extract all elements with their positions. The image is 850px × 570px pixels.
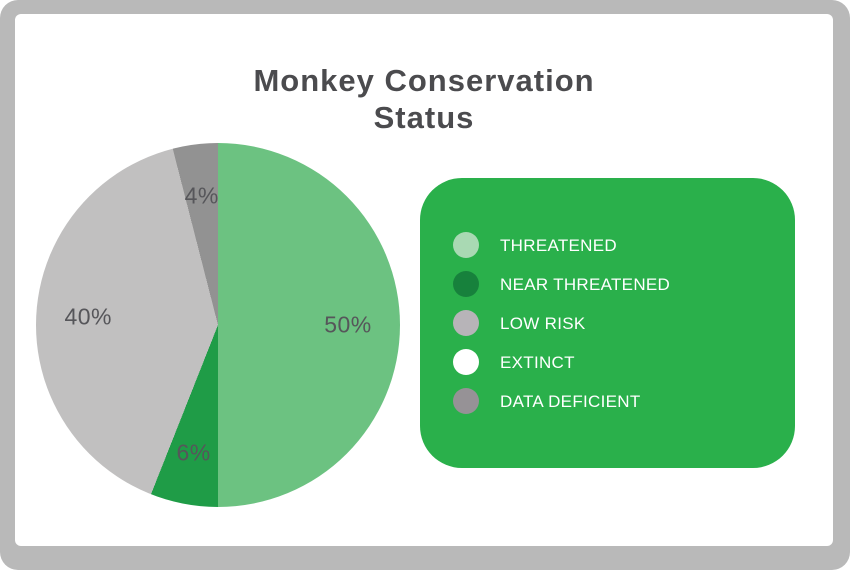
- legend-item-label: EXTINCT: [500, 353, 575, 372]
- legend-swatch-icon: [453, 349, 479, 375]
- pie-slice-label: 40%: [64, 303, 113, 330]
- pie-slice-label: 4%: [184, 182, 219, 209]
- legend-swatch-icon: [453, 232, 479, 258]
- pie-chart: 50% 6% 40% 4%: [36, 143, 400, 507]
- legend-swatch-icon: [453, 271, 479, 297]
- legend-item-label: THREATENED: [500, 236, 617, 255]
- legend-item-label: DATA DEFICIENT: [500, 392, 641, 411]
- legend-item: THREATENED: [453, 232, 795, 258]
- chart-title-line-2: Status: [373, 100, 475, 135]
- legend-item-label: LOW RISK: [500, 314, 586, 333]
- legend-item-label: NEAR THREATENED: [500, 275, 671, 294]
- chart-title-line-1: Monkey Conservation: [253, 63, 595, 98]
- legend-swatch-icon: [453, 388, 479, 414]
- legend-item: LOW RISK: [453, 310, 795, 336]
- legend-item: EXTINCT: [453, 349, 795, 375]
- pie-slice-label: 6%: [176, 439, 211, 466]
- legend-item: NEAR THREATENED: [453, 271, 795, 297]
- chart-title: Monkey Conservation Status: [15, 62, 833, 136]
- legend-swatch-icon: [453, 310, 479, 336]
- legend: THREATENED NEAR THREATENED LOW RISK EXTINCT…: [420, 178, 795, 468]
- legend-item: DATA DEFICIENT: [453, 388, 795, 414]
- pie-slice-label: 50%: [324, 311, 372, 338]
